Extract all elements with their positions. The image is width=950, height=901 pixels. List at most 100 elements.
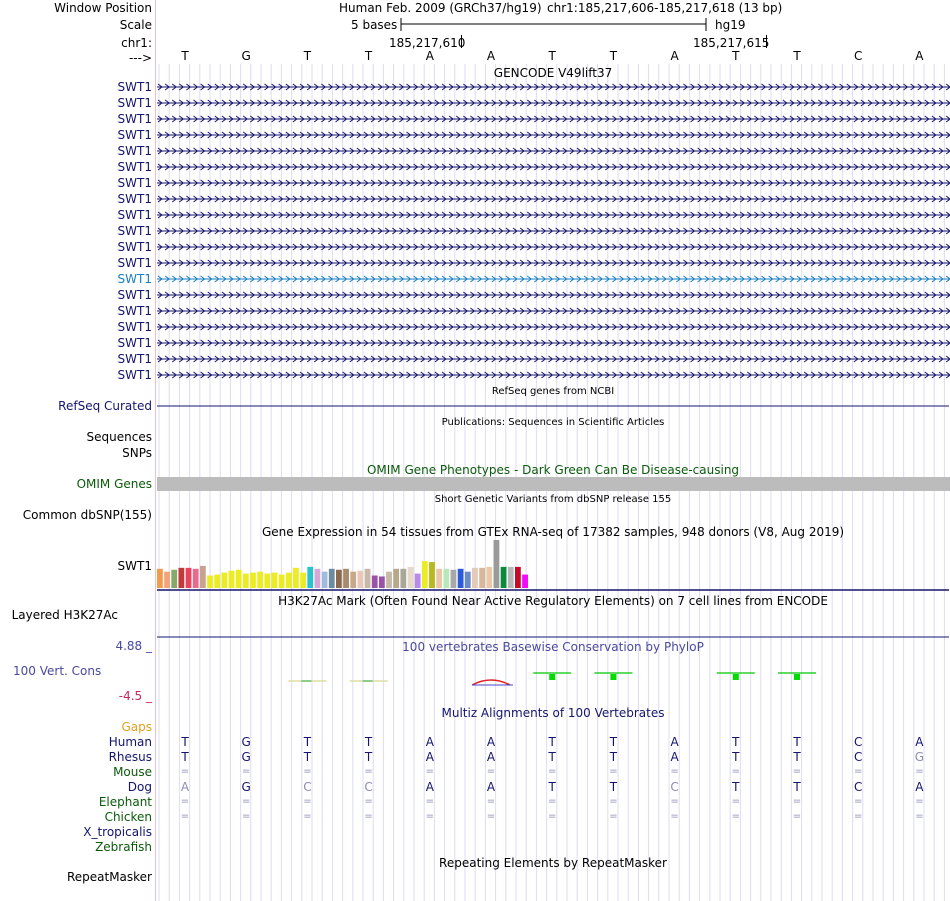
gencode-transcript-label[interactable]: SWT1	[117, 80, 152, 94]
strand-chevron	[541, 115, 547, 123]
strand-chevron	[590, 355, 596, 363]
strand-chevron	[370, 115, 376, 123]
multiz-title[interactable]: Multiz Alignments of 100 Vertebrates	[441, 706, 665, 720]
strand-chevron	[747, 243, 753, 251]
strand-chevron	[676, 291, 682, 299]
strand-chevron	[732, 355, 738, 363]
strand-chevron	[179, 291, 185, 299]
strand-chevron	[221, 227, 227, 235]
phylop-title[interactable]: 100 vertebrates Basewise Conservation by…	[402, 640, 704, 654]
strand-chevron	[441, 339, 447, 347]
strand-chevron	[576, 195, 582, 203]
refseq-label[interactable]: RefSeq Curated	[58, 399, 152, 413]
strand-chevron	[214, 147, 220, 155]
multiz-species-label[interactable]: Zebrafish	[95, 840, 152, 854]
dbsnp-label[interactable]: Common dbSNP(155)	[22, 508, 152, 522]
gencode-transcript-label[interactable]: SWT1	[117, 368, 152, 382]
strand-chevron	[271, 211, 277, 219]
multiz-species-label[interactable]: Mouse	[113, 765, 152, 779]
gencode-transcript-label[interactable]: SWT1	[117, 112, 152, 126]
strand-chevron	[661, 371, 667, 379]
strand-chevron	[725, 243, 731, 251]
strand-chevron	[874, 275, 880, 283]
strand-chevron	[370, 147, 376, 155]
gencode-transcript-label[interactable]: SWT1	[117, 288, 152, 302]
strand-chevron	[505, 99, 511, 107]
gencode-transcript-label[interactable]: SWT1	[117, 256, 152, 270]
multiz-species-label[interactable]: Rhesus	[108, 750, 152, 764]
multiz-species-label[interactable]: Dog	[127, 780, 152, 794]
gencode-title[interactable]: GENCODE V49lift37	[493, 66, 613, 80]
strand-chevron	[782, 115, 788, 123]
repeatmasker-title[interactable]: Repeating Elements by RepeatMasker	[439, 856, 667, 870]
gencode-transcript-label[interactable]: SWT1	[117, 336, 152, 350]
strand-chevron	[157, 227, 163, 235]
strand-chevron	[846, 131, 852, 139]
strand-chevron	[193, 355, 199, 363]
publications-sequences-label[interactable]: Sequences	[86, 430, 152, 444]
strand-chevron	[498, 355, 504, 363]
multiz-base: T	[793, 750, 801, 764]
strand-chevron	[704, 99, 710, 107]
multiz-species-label[interactable]: Human	[108, 735, 152, 749]
gaps-label[interactable]: Gaps	[121, 720, 152, 734]
strand-chevron	[392, 243, 398, 251]
strand-chevron	[463, 195, 469, 203]
strand-chevron	[413, 275, 419, 283]
gencode-transcript-label[interactable]: SWT1	[117, 224, 152, 238]
refseq-title[interactable]: RefSeq genes from NCBI	[491, 386, 615, 397]
gencode-transcript-label[interactable]: SWT1	[117, 96, 152, 110]
multiz-species-label[interactable]: Chicken	[104, 810, 152, 824]
multiz-species-label[interactable]: Elephant	[98, 795, 152, 809]
strand-chevron	[427, 307, 433, 315]
strand-chevron	[164, 147, 170, 155]
omim-title[interactable]: OMIM Gene Phenotypes - Dark Green Can Be…	[366, 463, 740, 477]
strand-chevron	[576, 83, 582, 91]
gtex-title[interactable]: Gene Expression in 54 tissues from GTEx …	[261, 525, 845, 539]
gencode-transcript-label[interactable]: SWT1	[117, 208, 152, 222]
strand-chevron	[342, 195, 348, 203]
strand-chevron	[846, 179, 852, 187]
strand-chevron	[676, 371, 682, 379]
gencode-transcript-label[interactable]: SWT1	[117, 352, 152, 366]
strand-chevron	[747, 163, 753, 171]
strand-chevron	[470, 99, 476, 107]
strand-chevron	[299, 323, 305, 331]
repeatmasker-label[interactable]: RepeatMasker	[66, 870, 152, 884]
gencode-transcript-label[interactable]: SWT1	[117, 192, 152, 206]
phylop-label[interactable]: 100 Vert. Cons	[13, 664, 102, 678]
strand-chevron	[825, 323, 831, 331]
strand-chevron	[299, 355, 305, 363]
multiz-base: =	[180, 796, 190, 807]
gencode-transcript-label[interactable]: SWT1	[117, 176, 152, 190]
strand-chevron	[590, 323, 596, 331]
gencode-transcript-label[interactable]: SWT1	[117, 304, 152, 318]
strand-chevron	[668, 131, 675, 139]
multiz-species-label[interactable]: X_tropicalis	[83, 825, 152, 839]
gencode-transcript-label[interactable]: SWT1	[117, 240, 152, 254]
strand-chevron	[448, 371, 454, 379]
dbsnp-title[interactable]: Short Genetic Variants from dbSNP releas…	[434, 494, 672, 505]
strand-chevron	[171, 339, 178, 347]
strand-chevron	[810, 211, 817, 219]
strand-chevron	[654, 291, 660, 299]
gencode-transcript-label[interactable]: SWT1	[117, 160, 152, 174]
publications-snps-label[interactable]: SNPs	[122, 446, 152, 460]
gencode-transcript-label[interactable]: SWT1	[117, 272, 152, 286]
gtex-label[interactable]: SWT1	[117, 559, 152, 573]
gencode-transcript-label[interactable]: SWT1	[117, 128, 152, 142]
strand-chevron	[534, 371, 540, 379]
publications-title[interactable]: Publications: Sequences in Scientific Ar…	[441, 417, 665, 428]
strand-chevron	[349, 259, 355, 267]
strand-chevron	[832, 131, 838, 139]
omim-label[interactable]: OMIM Genes	[76, 477, 152, 491]
h3k27ac-label[interactable]: Layered H3K27Ac	[11, 608, 118, 622]
strand-chevron	[697, 179, 703, 187]
strand-chevron	[455, 355, 462, 363]
gencode-transcript-label[interactable]: SWT1	[117, 144, 152, 158]
h3k27ac-title[interactable]: H3K27Ac Mark (Often Found Near Active Re…	[278, 594, 828, 608]
strand-chevron	[470, 83, 476, 91]
gencode-transcript-label[interactable]: SWT1	[117, 320, 152, 334]
strand-chevron	[860, 115, 866, 123]
